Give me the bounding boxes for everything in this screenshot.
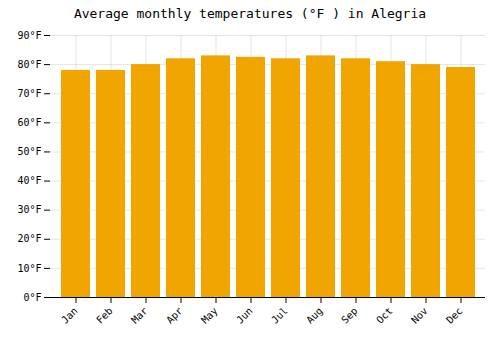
svg-text:40°F: 40°F (17, 175, 41, 186)
svg-text:Nov: Nov (409, 305, 430, 326)
svg-text:0°F: 0°F (23, 292, 41, 303)
svg-text:Mar: Mar (129, 305, 150, 326)
svg-text:90°F: 90°F (17, 30, 41, 41)
svg-text:10°F: 10°F (17, 263, 41, 274)
svg-text:Jan: Jan (59, 305, 80, 326)
svg-text:20°F: 20°F (17, 233, 41, 244)
svg-text:Feb: Feb (94, 305, 115, 326)
svg-text:Jul: Jul (269, 305, 290, 326)
svg-text:May: May (199, 305, 220, 326)
svg-text:Apr: Apr (164, 305, 185, 326)
svg-text:Sep: Sep (339, 305, 360, 326)
svg-text:50°F: 50°F (17, 146, 41, 157)
svg-text:Aug: Aug (304, 305, 325, 326)
svg-text:Oct: Oct (374, 305, 395, 326)
svg-text:80°F: 80°F (17, 59, 41, 70)
svg-text:70°F: 70°F (17, 88, 41, 99)
svg-text:Jun: Jun (234, 305, 255, 326)
svg-text:30°F: 30°F (17, 204, 41, 215)
html-text:Average monthly temperatures (: Average monthly temperatures (°F ) in Al… (73, 6, 427, 21)
svg-text:Dec: Dec (444, 305, 465, 326)
svg-text:60°F: 60°F (17, 117, 41, 128)
